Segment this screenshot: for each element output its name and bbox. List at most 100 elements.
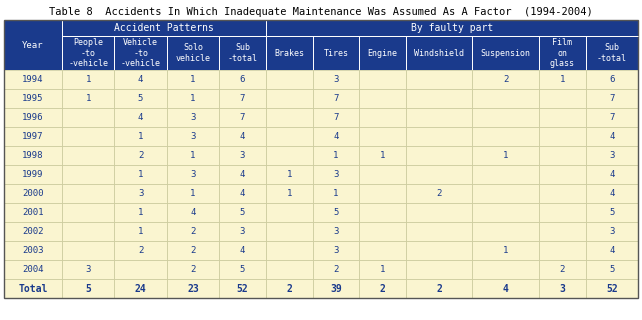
Bar	[586, 127, 638, 146]
Text: Total: Total	[19, 284, 48, 293]
Bar	[167, 36, 219, 70]
Bar	[586, 260, 638, 279]
Bar	[539, 36, 586, 70]
Text: Film
on
glass: Film on glass	[550, 38, 575, 68]
Bar	[62, 260, 114, 279]
Text: 7: 7	[609, 113, 614, 122]
Bar	[4, 260, 62, 279]
Text: By faulty part: By faulty part	[411, 23, 493, 33]
Text: 3: 3	[609, 151, 614, 160]
Bar	[313, 127, 360, 146]
Bar	[539, 146, 586, 165]
Bar	[360, 127, 406, 146]
Bar	[62, 203, 114, 222]
Text: 7: 7	[333, 94, 338, 103]
Text: 1: 1	[138, 132, 143, 141]
Bar	[313, 108, 360, 127]
Bar	[360, 36, 406, 70]
Text: 1995: 1995	[22, 94, 44, 103]
Text: 4: 4	[138, 75, 143, 84]
Bar	[473, 108, 539, 127]
Text: Vehicle
-to
-vehicle: Vehicle -to -vehicle	[121, 38, 160, 68]
Text: 1: 1	[286, 189, 292, 198]
Text: 2: 2	[436, 284, 442, 293]
Bar	[167, 165, 219, 184]
Bar	[219, 146, 266, 165]
Bar	[313, 165, 360, 184]
Bar	[219, 203, 266, 222]
Text: 2002: 2002	[22, 227, 44, 236]
Bar	[219, 165, 266, 184]
Bar	[360, 203, 406, 222]
Bar	[266, 20, 638, 36]
Bar	[4, 20, 638, 298]
Text: 5: 5	[333, 208, 338, 217]
Text: 6: 6	[239, 75, 245, 84]
Bar	[539, 89, 586, 108]
Bar	[62, 241, 114, 260]
Bar	[62, 146, 114, 165]
Bar	[539, 222, 586, 241]
Text: 4: 4	[190, 208, 196, 217]
Bar	[167, 70, 219, 89]
Bar	[167, 184, 219, 203]
Text: 1997: 1997	[22, 132, 44, 141]
Bar	[167, 89, 219, 108]
Bar	[62, 20, 266, 36]
Bar	[4, 89, 62, 108]
Text: 1: 1	[503, 151, 508, 160]
Bar	[586, 241, 638, 260]
Bar	[586, 146, 638, 165]
Bar	[473, 36, 539, 70]
Text: 7: 7	[239, 113, 245, 122]
Text: 2: 2	[437, 189, 442, 198]
Bar	[539, 108, 586, 127]
Bar	[360, 70, 406, 89]
Bar	[586, 222, 638, 241]
Bar	[266, 165, 313, 184]
Bar	[406, 222, 473, 241]
Bar	[4, 20, 62, 70]
Bar	[360, 241, 406, 260]
Text: 2000: 2000	[22, 189, 44, 198]
Text: 1: 1	[380, 151, 385, 160]
Text: Brakes: Brakes	[274, 49, 304, 58]
Bar	[473, 165, 539, 184]
Bar	[266, 260, 313, 279]
Text: 1: 1	[560, 75, 565, 84]
Bar	[586, 203, 638, 222]
Bar	[539, 260, 586, 279]
Text: 1996: 1996	[22, 113, 44, 122]
Bar	[219, 279, 266, 298]
Bar	[406, 108, 473, 127]
Bar	[360, 184, 406, 203]
Text: 3: 3	[609, 227, 614, 236]
Bar	[586, 89, 638, 108]
Text: 7: 7	[609, 94, 614, 103]
Text: 1994: 1994	[22, 75, 44, 84]
Text: 3: 3	[190, 113, 196, 122]
Bar	[62, 165, 114, 184]
Text: Table 8  Accidents In Which Inadequate Maintenance Was Assumed As A Factor  (199: Table 8 Accidents In Which Inadequate Ma…	[49, 7, 593, 17]
Text: 4: 4	[609, 170, 614, 179]
Bar	[62, 108, 114, 127]
Text: 2: 2	[190, 265, 196, 274]
Text: 1: 1	[138, 208, 143, 217]
Bar	[114, 222, 167, 241]
Bar	[266, 203, 313, 222]
Text: 3: 3	[85, 265, 91, 274]
Text: 1: 1	[85, 94, 91, 103]
Bar	[539, 70, 586, 89]
Bar	[114, 165, 167, 184]
Text: 39: 39	[330, 284, 342, 293]
Text: 4: 4	[333, 132, 338, 141]
Bar	[473, 146, 539, 165]
Bar	[266, 241, 313, 260]
Text: 3: 3	[190, 170, 196, 179]
Bar	[62, 89, 114, 108]
Text: 1: 1	[190, 94, 196, 103]
Bar	[4, 184, 62, 203]
Text: 1: 1	[333, 151, 338, 160]
Bar	[406, 165, 473, 184]
Text: 2: 2	[138, 151, 143, 160]
